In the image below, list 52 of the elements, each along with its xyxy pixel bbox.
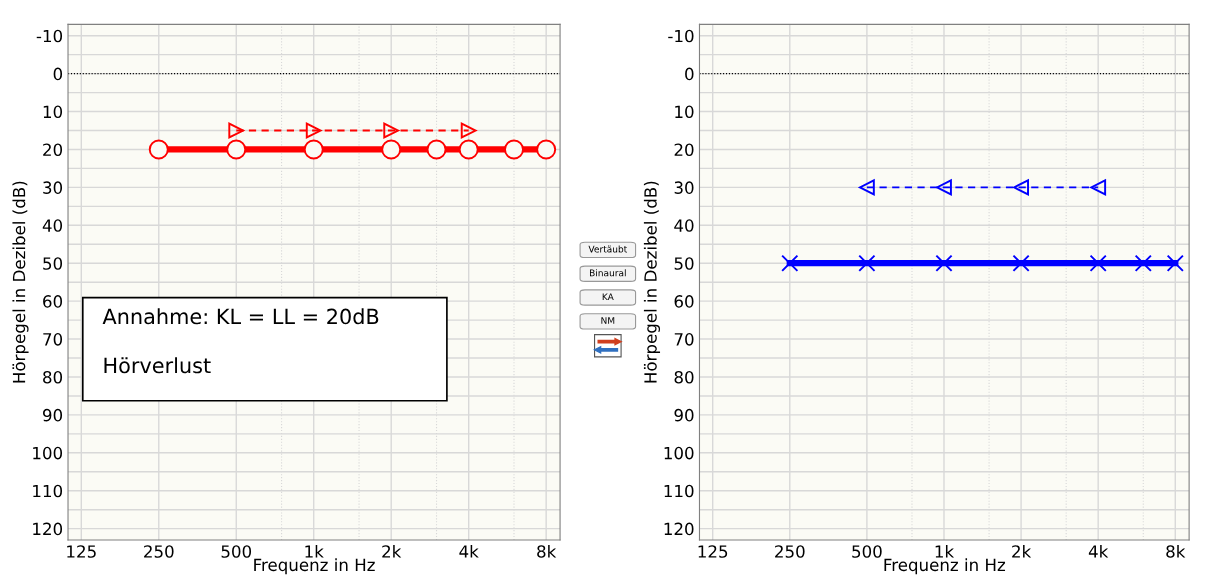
y-tick-label: 50 — [43, 257, 63, 270]
x-tick-label: 500 — [221, 545, 252, 558]
x-tick-label: 2k — [1012, 544, 1032, 558]
x-tick-label: 4k — [1088, 544, 1109, 558]
y-tick-label: -10 — [36, 29, 63, 43]
y-tick-label: 40 — [674, 219, 694, 232]
x-tick-label: 1k — [305, 544, 324, 558]
x-tick-label: 1k — [935, 544, 955, 558]
y-axis-title: Hörpegel in Dezibel (dB) — [643, 181, 661, 383]
y-tick-label: 10 — [675, 105, 694, 119]
y-tick-label: 60 — [674, 295, 694, 308]
y-tick-label: 50 — [674, 257, 694, 270]
y-tick-label: 60 — [43, 295, 63, 308]
x-tick-label: 125 — [67, 545, 96, 558]
y-tick-label: 70 — [674, 333, 694, 346]
y-tick-label: 90 — [674, 408, 694, 422]
y-tick-label: 0 — [685, 67, 694, 81]
y-tick-label: 40 — [42, 219, 63, 232]
y-tick-label: 30 — [43, 181, 63, 194]
text: Vertäubt — [588, 245, 628, 253]
y-tick-label: 120 — [33, 522, 63, 536]
x-tick-label: 8k — [1166, 544, 1186, 558]
y-tick-label: 110 — [33, 484, 63, 498]
x-tick-label: 250 — [144, 545, 174, 558]
y-tick-label: 10 — [43, 105, 63, 119]
y-tick-label: 70 — [43, 333, 63, 346]
y-tick-label: 30 — [674, 181, 694, 194]
y-tick-label: -10 — [668, 29, 694, 43]
y-tick-label: 0 — [53, 67, 63, 81]
y-axis-title: Hörpegel in Dezibel (dB) — [12, 181, 29, 383]
text: NM — [601, 317, 615, 324]
text: Binaural — [590, 269, 626, 277]
x-tick-label: 8k — [537, 544, 557, 558]
y-tick-label: 100 — [33, 446, 63, 460]
x-tick-label: 500 — [852, 545, 882, 558]
annotation: Hörverlust — [104, 357, 211, 374]
annotation: Annahme: KL = LL = 20dB — [102, 308, 379, 325]
text: KA — [602, 293, 614, 301]
x-tick-label: 125 — [698, 545, 728, 558]
y-tick-label: 80 — [43, 370, 63, 384]
y-tick-label: 20 — [43, 143, 63, 157]
x-tick-label: 2k — [382, 544, 402, 558]
x-tick-label: 4k — [459, 544, 479, 558]
y-tick-label: 90 — [43, 408, 63, 422]
y-tick-label: 80 — [674, 370, 694, 384]
x-axis-title: Frequenz in Hz — [884, 558, 1006, 575]
y-tick-label: 120 — [664, 522, 694, 536]
y-tick-label: 110 — [664, 484, 694, 498]
y-tick-label: 20 — [674, 143, 694, 157]
y-tick-label: 100 — [664, 446, 694, 460]
x-axis-title: Frequenz in Hz — [254, 558, 375, 575]
x-tick-label: 250 — [775, 545, 805, 558]
